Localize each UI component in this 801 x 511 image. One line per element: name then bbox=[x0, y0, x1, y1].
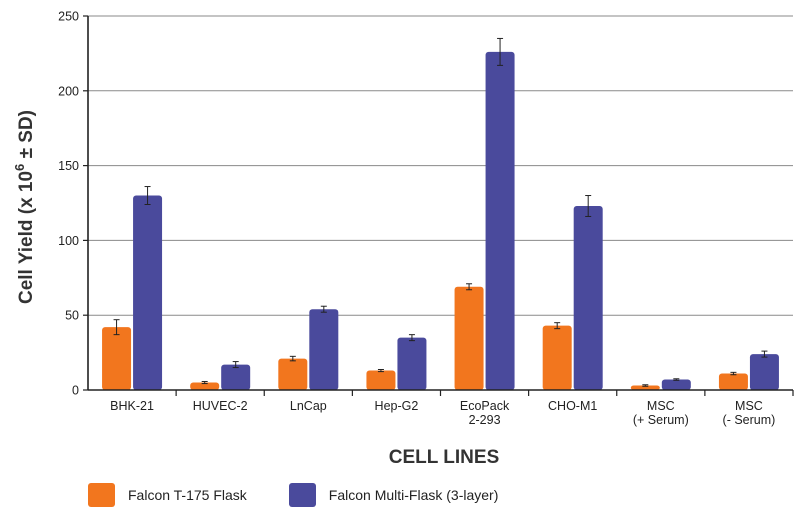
x-tick-label: LnCap bbox=[290, 399, 327, 413]
legend-item-t175: Falcon T-175 Flask bbox=[88, 483, 247, 507]
y-tick-label: 150 bbox=[58, 159, 79, 173]
bar bbox=[542, 325, 572, 390]
x-tick-label-line: BHK-21 bbox=[110, 399, 154, 413]
gridlines bbox=[88, 15, 793, 316]
x-tick-label: Hep-G2 bbox=[375, 399, 419, 413]
y-tick-label: 50 bbox=[65, 309, 79, 323]
bar bbox=[366, 370, 396, 390]
bar bbox=[749, 354, 779, 390]
x-tick-label-line: MSC bbox=[735, 399, 763, 413]
x-tick-label-line: CHO-M1 bbox=[548, 399, 597, 413]
legend-item-multiflask: Falcon Multi-Flask (3-layer) bbox=[288, 483, 499, 507]
y-axis-title-superscript: 6 bbox=[12, 164, 27, 171]
x-tick-label-line: EcoPack bbox=[460, 399, 510, 413]
x-axis-ticks: BHK-21 HUVEC-2 LnCap Hep-G2 EcoPack 2-293 CHO-… bbox=[110, 390, 794, 427]
bar bbox=[573, 205, 603, 390]
y-axis-ticks: 0 50 100 150 200 250 bbox=[58, 10, 88, 398]
bar bbox=[397, 337, 427, 390]
x-tick-label: HUVEC-2 bbox=[193, 399, 248, 413]
y-tick-label: 200 bbox=[58, 84, 79, 98]
y-axis-title: Cell Yield (x 106 ± SD) bbox=[12, 110, 37, 304]
x-tick-label-line: (- Serum) bbox=[723, 413, 776, 427]
y-tick-label: 100 bbox=[58, 234, 79, 248]
legend-label-t175: Falcon T-175 Flask bbox=[128, 487, 247, 503]
x-tick-label-line: MSC bbox=[647, 399, 675, 413]
bar bbox=[718, 373, 748, 390]
y-tick-label: 250 bbox=[58, 10, 79, 24]
legend: Falcon T-175 Flask Falcon Multi-Flask (3… bbox=[88, 482, 498, 508]
bar bbox=[454, 286, 484, 390]
bar bbox=[630, 385, 660, 390]
x-axis-title: CELL LINES bbox=[389, 447, 500, 468]
bar bbox=[102, 327, 132, 390]
bar bbox=[661, 379, 691, 390]
legend-swatch-multiflask bbox=[288, 483, 316, 507]
x-tick-label-line: (+ Serum) bbox=[633, 413, 689, 427]
x-tick-label-line: Hep-G2 bbox=[375, 399, 419, 413]
x-tick-label: EcoPack 2-293 bbox=[460, 399, 510, 427]
legend-label-multiflask: Falcon Multi-Flask (3-layer) bbox=[328, 487, 499, 503]
bar bbox=[278, 358, 308, 390]
legend-swatch-t175 bbox=[88, 483, 115, 507]
bar bbox=[221, 364, 251, 390]
x-tick-label-line: LnCap bbox=[290, 399, 327, 413]
bar-chart: 0 50 100 150 200 250 BHK-21 HUVEC-2 LnCap Hep-G2… bbox=[12, 10, 794, 468]
bar bbox=[309, 309, 339, 390]
x-tick-label-line: 2-293 bbox=[469, 413, 501, 427]
error-bars bbox=[113, 37, 768, 387]
x-tick-label: BHK-21 bbox=[110, 399, 154, 413]
bars bbox=[102, 51, 779, 391]
y-tick-label: 0 bbox=[72, 384, 79, 398]
x-tick-label: MSC (- Serum) bbox=[723, 399, 776, 427]
y-axis-title-tail: ± SD) bbox=[16, 110, 37, 164]
x-tick-label: CHO-M1 bbox=[548, 399, 597, 413]
bar bbox=[190, 382, 220, 390]
bar bbox=[485, 51, 515, 391]
x-tick-label-line: HUVEC-2 bbox=[193, 399, 248, 413]
y-axis-title-main: Cell Yield (x 10 bbox=[16, 171, 37, 304]
x-tick-label: MSC (+ Serum) bbox=[633, 399, 689, 427]
bar bbox=[133, 195, 163, 390]
